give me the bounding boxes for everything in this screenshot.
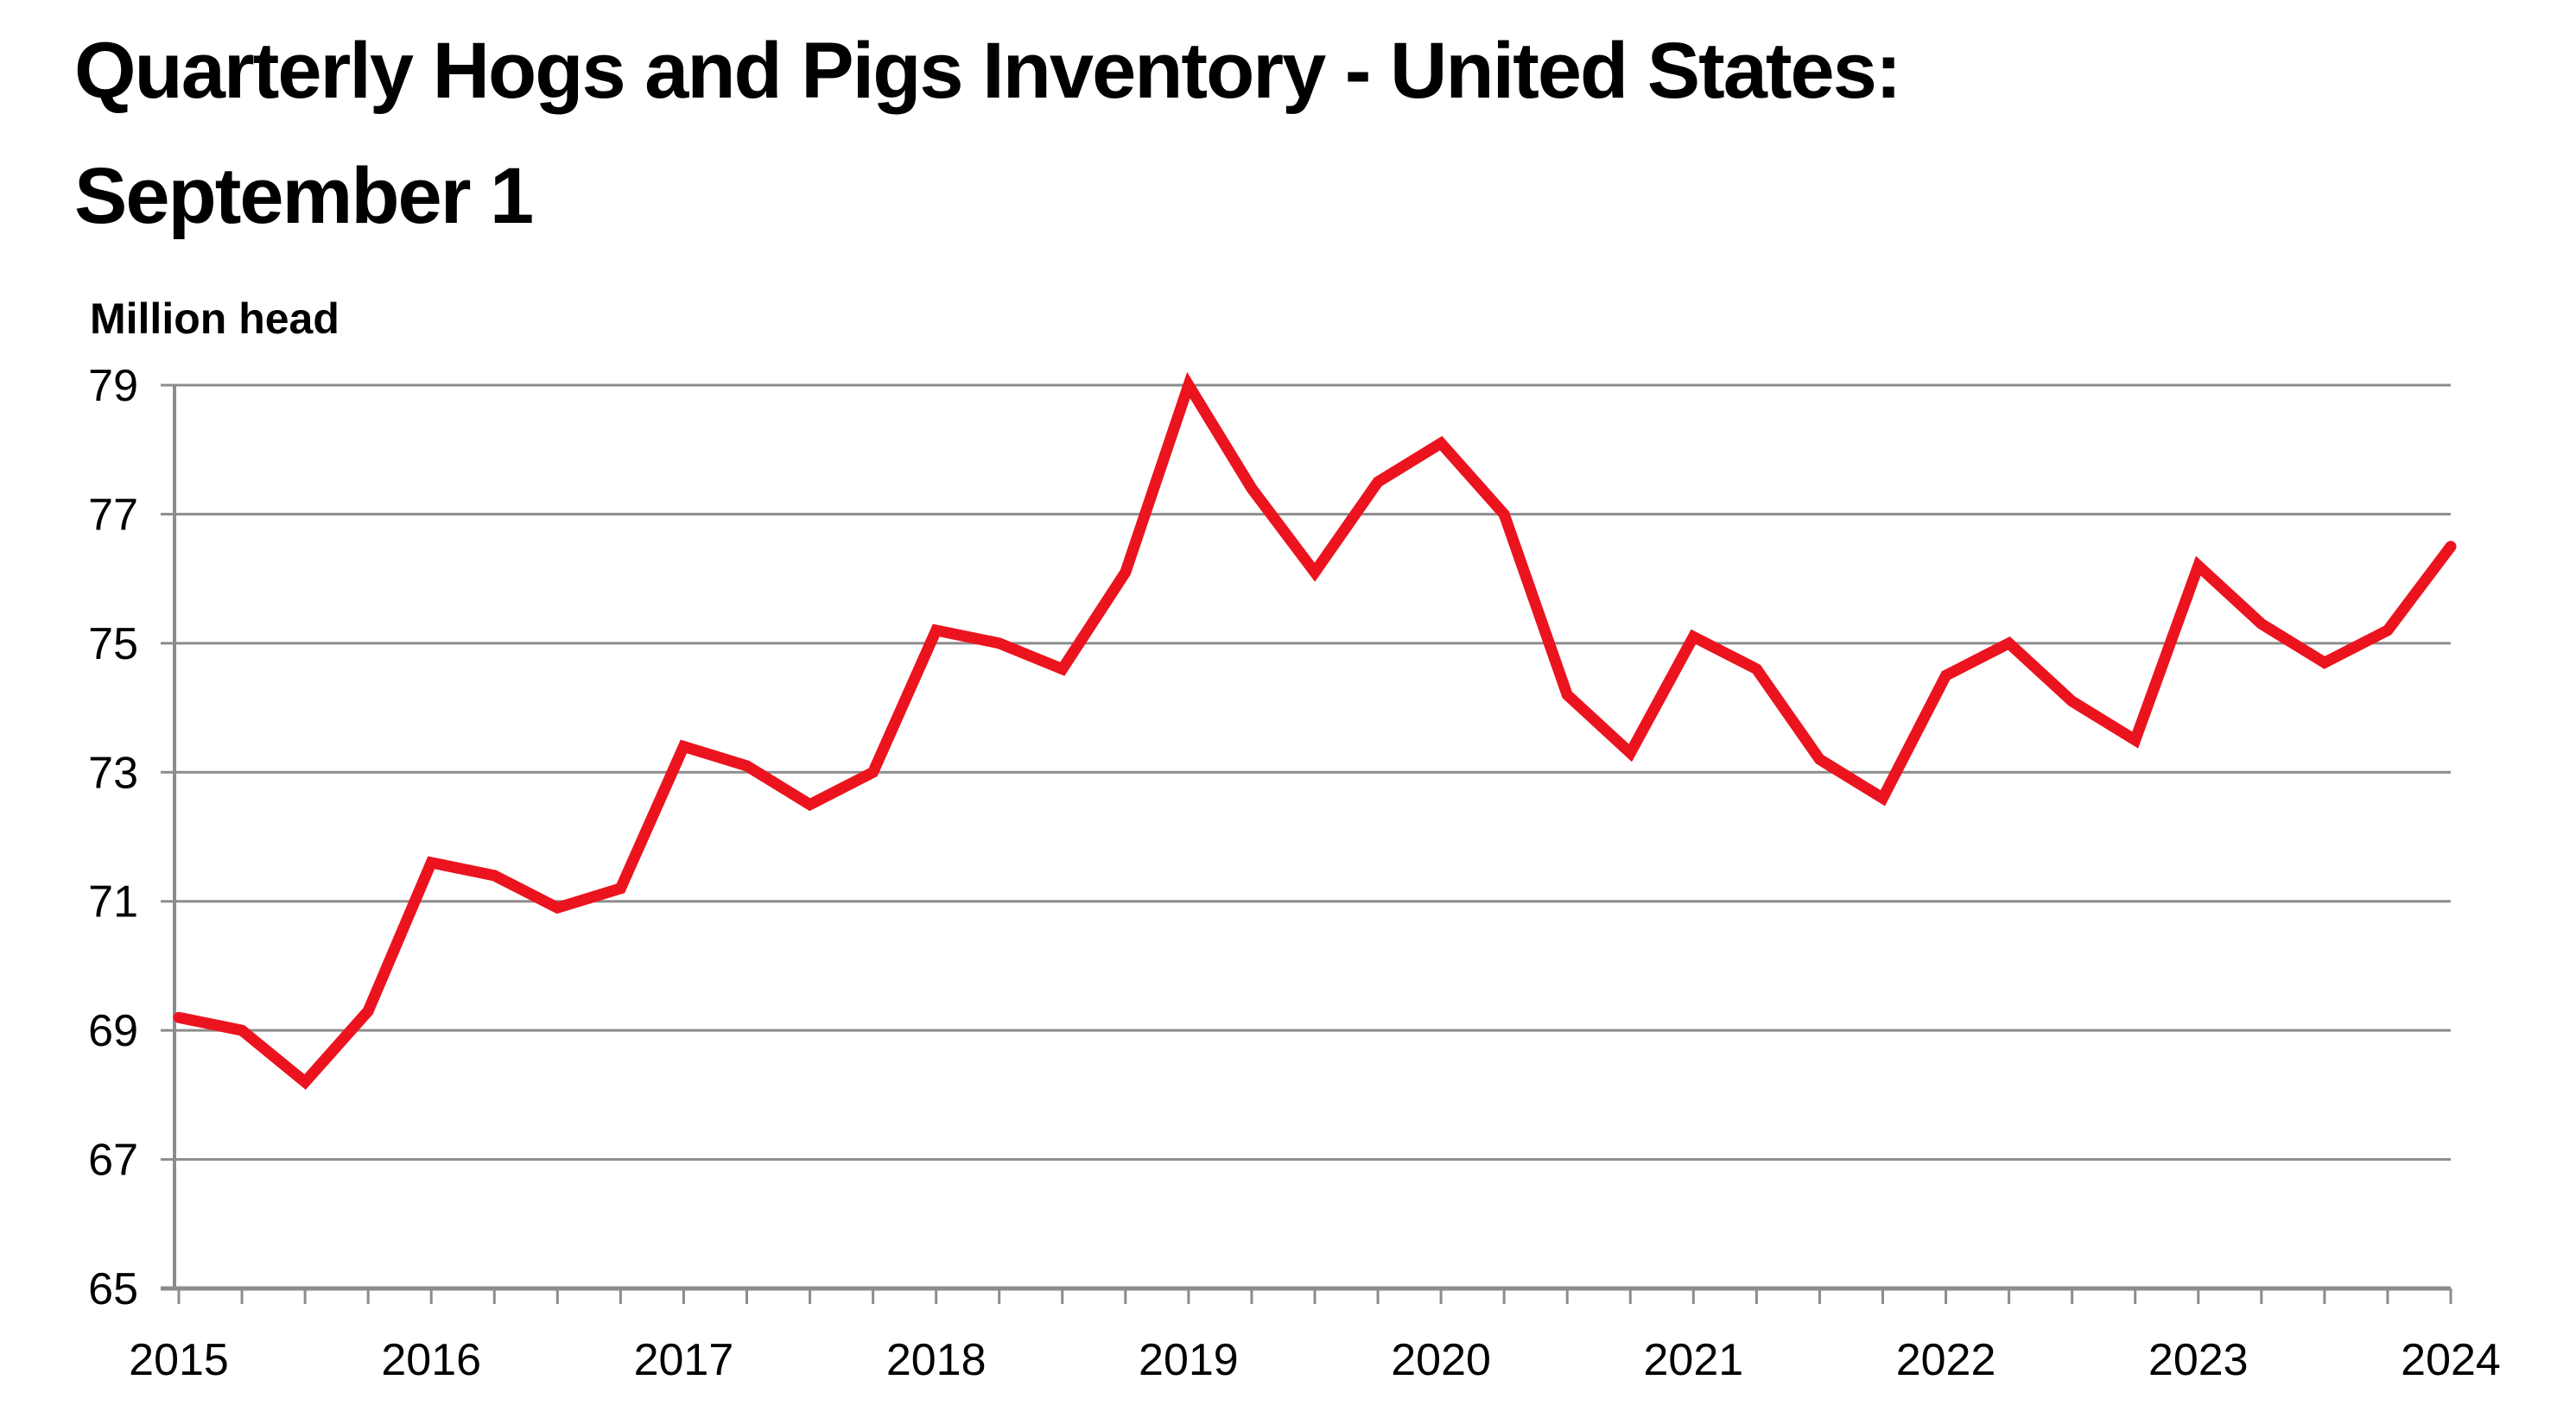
y-axis-unit-label: Million head bbox=[90, 294, 339, 343]
x-tick-label: 2020 bbox=[1391, 1335, 1491, 1385]
x-tick-label: 2021 bbox=[1643, 1335, 1743, 1385]
inventory-line bbox=[173, 371, 2457, 1090]
chart-title-line2: September 1 bbox=[74, 152, 534, 241]
x-tick-label: 2023 bbox=[2148, 1335, 2249, 1385]
chart-title-line1: Quarterly Hogs and Pigs Inventory - Unit… bbox=[74, 27, 1902, 115]
chart-title: Quarterly Hogs and Pigs Inventory - Unit… bbox=[74, 9, 1902, 260]
y-tick-label: 77 bbox=[88, 490, 138, 540]
y-tick-label: 69 bbox=[88, 1006, 138, 1056]
x-tick-label: 2016 bbox=[381, 1335, 481, 1385]
y-tick-label: 67 bbox=[88, 1136, 138, 1186]
y-tick-label: 71 bbox=[88, 877, 138, 927]
x-tick-label: 2019 bbox=[1139, 1335, 1239, 1385]
x-tick-label: 2022 bbox=[1896, 1335, 1996, 1385]
x-tick-label: 2017 bbox=[634, 1335, 734, 1385]
x-tick-label: 2018 bbox=[886, 1335, 987, 1385]
y-tick-label: 75 bbox=[88, 619, 138, 669]
y-tick-label: 79 bbox=[88, 361, 138, 411]
x-tick-label: 2015 bbox=[129, 1335, 229, 1385]
x-tick-label: 2024 bbox=[2401, 1335, 2501, 1385]
y-tick-label: 65 bbox=[88, 1264, 138, 1314]
y-tick-label: 73 bbox=[88, 748, 138, 798]
